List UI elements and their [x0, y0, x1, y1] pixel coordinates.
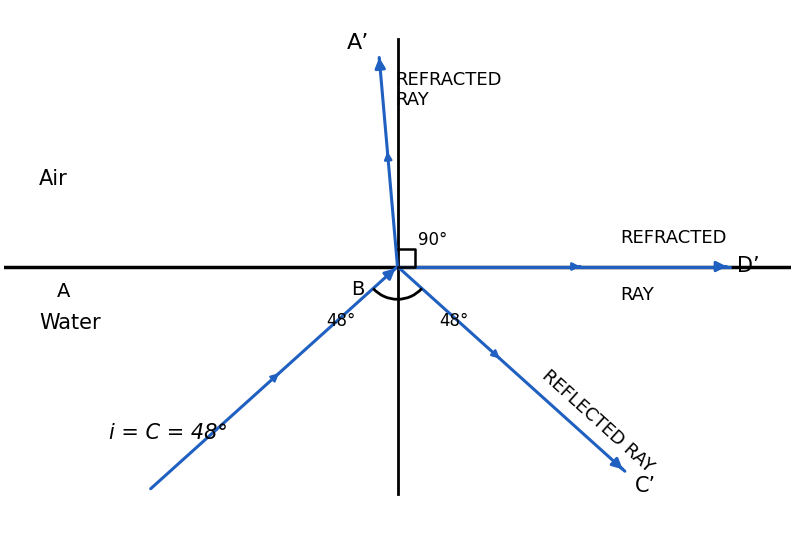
Text: 48°: 48° — [326, 312, 355, 330]
Text: REFRACTED
RAY: REFRACTED RAY — [395, 71, 502, 109]
Text: 48°: 48° — [440, 312, 469, 330]
Text: B: B — [351, 280, 364, 298]
Text: A: A — [56, 282, 70, 301]
Text: Water: Water — [39, 313, 101, 333]
Text: RAY: RAY — [620, 286, 654, 304]
Text: A’: A’ — [347, 33, 369, 53]
Text: REFRACTED: REFRACTED — [620, 229, 727, 247]
Text: D’: D’ — [737, 256, 759, 277]
Text: C’: C’ — [635, 475, 657, 496]
Text: i = C = 48°: i = C = 48° — [109, 423, 228, 442]
Text: Air: Air — [39, 169, 68, 189]
Text: 90°: 90° — [417, 231, 447, 249]
Text: REFLECTED RAY: REFLECTED RAY — [538, 367, 657, 477]
